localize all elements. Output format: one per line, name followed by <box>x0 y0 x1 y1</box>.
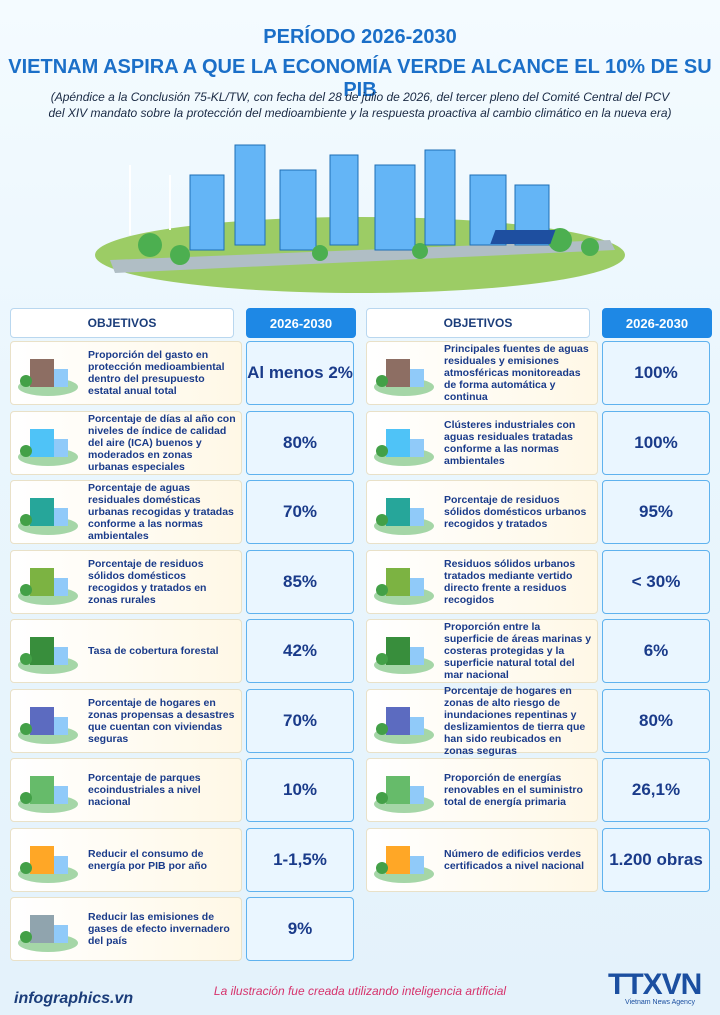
objective-label: Reducir el consumo de energía por PIB po… <box>88 847 208 872</box>
row-icon <box>16 560 80 606</box>
row-icon <box>16 629 80 675</box>
target-value: 85% <box>246 549 354 614</box>
objective-label: Porcentaje de hogares en zonas propensas… <box>88 696 235 745</box>
objective-label: Porcentaje de parques ecoindustriales a … <box>88 772 201 808</box>
target-value: 10% <box>246 758 354 822</box>
row-icon <box>16 351 80 397</box>
target-value: 100% <box>602 341 710 405</box>
objective-label: Tasa de cobertura forestal <box>88 645 219 657</box>
objective-label: Proporción de energías renovables en el … <box>444 772 583 808</box>
row-icon <box>16 421 80 467</box>
title: VIETNAM ASPIRA A QUE LA ECONOMÍA VERDE A… <box>8 56 712 101</box>
row-icon <box>16 768 80 814</box>
row-icon <box>372 699 436 745</box>
site-name: infographics.vn <box>14 990 134 1007</box>
objective-label: Porcentaje de días al año con niveles de… <box>88 412 236 473</box>
row-icon <box>16 838 80 884</box>
city-illustration <box>95 144 625 293</box>
row-icon <box>372 421 436 467</box>
target-value: Al menos 2% <box>246 341 354 405</box>
target-value: 1.200 obras <box>602 827 710 892</box>
target-value: 1-1,5% <box>246 827 354 892</box>
subtitle: (Apéndice a la Conclusión 75-KL/TW, con … <box>50 90 670 104</box>
column-header: OBJETIVOS <box>10 308 234 338</box>
objective-label: Proporción entre la superficie de áreas … <box>444 621 592 681</box>
row-icon <box>372 560 436 606</box>
kicker: PERÍODO 2026-2030 <box>263 26 457 48</box>
objective-label: Porcentaje de hogares en zonas de alto r… <box>444 684 586 757</box>
row-icon <box>16 699 80 745</box>
row-icon <box>16 490 80 536</box>
logo-subtitle: Vietnam News Agency <box>625 999 695 1006</box>
target-value: 42% <box>246 619 354 683</box>
target-value: 80% <box>246 410 354 475</box>
objective-label: Número de edificios verdes certificados … <box>444 847 585 872</box>
target-value: 100% <box>602 410 710 475</box>
objective-label: Reducir las emisiones de gases de efecto… <box>88 911 230 947</box>
objective-label: Proporción del gasto en protección medio… <box>88 349 225 397</box>
ai-note: La ilustración fue creada utilizando int… <box>213 984 507 998</box>
row-icon <box>16 907 80 953</box>
row-icon <box>372 838 436 884</box>
row-icon <box>372 351 436 397</box>
row-icon <box>372 490 436 536</box>
logo: TTXVN <box>608 968 702 1001</box>
column-header: 2026-2030 <box>602 308 712 338</box>
target-value: 70% <box>246 480 354 544</box>
target-value: 9% <box>246 897 354 961</box>
target-value: 80% <box>602 688 710 753</box>
objective-label: Porcentaje de residuos sólidos doméstico… <box>88 557 207 606</box>
target-value: 6% <box>602 619 710 683</box>
objective-label: Residuos sólidos urbanos tratados median… <box>444 557 576 606</box>
subtitle: del XIV mandato sobre la protección del … <box>48 106 672 120</box>
column-header: OBJETIVOS <box>366 308 590 338</box>
column-header: 2026-2030 <box>246 308 356 338</box>
objective-label: Principales fuentes de aguas residuales … <box>444 343 589 403</box>
target-value: 26,1% <box>602 758 710 822</box>
target-value: 95% <box>602 480 710 544</box>
row-icon <box>372 629 436 675</box>
objective-label: Clústeres industriales con aguas residua… <box>444 418 576 467</box>
objective-label: Porcentaje de aguas residuales doméstica… <box>88 482 234 542</box>
objective-label: Porcentaje de residuos sólidos doméstico… <box>444 494 587 530</box>
target-value: < 30% <box>602 549 710 614</box>
row-icon <box>372 768 436 814</box>
target-value: 70% <box>246 688 354 753</box>
